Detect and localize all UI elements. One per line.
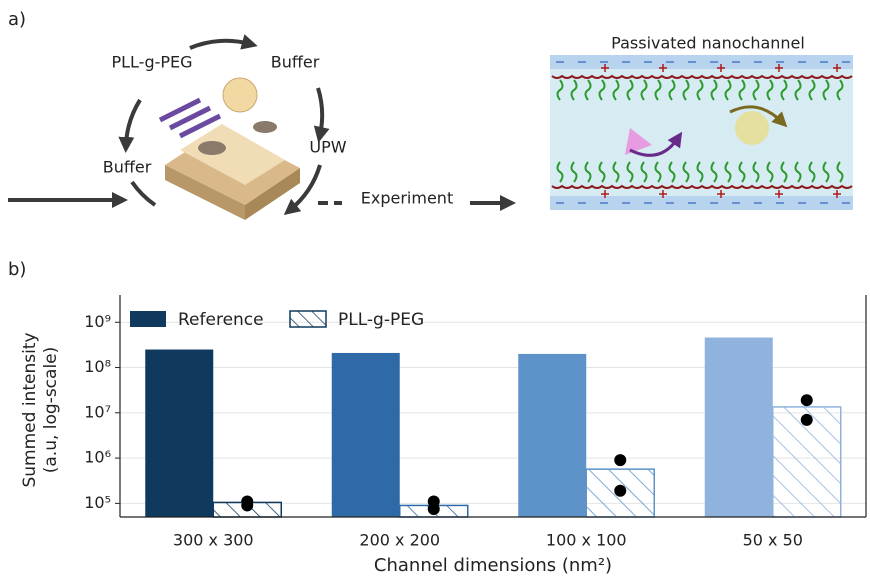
bar: [518, 354, 586, 517]
upw-label: UPW: [309, 138, 346, 157]
y-tick-label: 10⁷: [84, 402, 111, 421]
replicate-point: [801, 414, 813, 426]
figure: a) PLL-g-PEG Buffer Buffer UPW Experimen…: [0, 0, 870, 578]
legend-label: Reference: [178, 310, 264, 330]
replicate-point: [801, 394, 813, 406]
buffer-label: Buffer: [271, 53, 320, 72]
legend-swatch: [130, 311, 166, 327]
pll-label: PLL-g-PEG: [111, 53, 192, 72]
x-tick-label: 300 x 300: [173, 531, 254, 550]
bar: [705, 338, 773, 517]
y-axis-label: (a.u, log-scale): [41, 347, 61, 474]
replicate-point: [428, 503, 440, 515]
nanochannel: [550, 55, 853, 210]
x-tick-label: 100 x 100: [546, 531, 627, 550]
experiment-label: Experiment: [361, 189, 453, 208]
y-axis-label: Summed intensity: [20, 332, 40, 487]
bar: [332, 353, 400, 517]
replicate-point: [241, 499, 253, 511]
y-tick-label: 10⁹: [84, 312, 111, 331]
bar: [145, 350, 213, 517]
y-tick-label: 10⁸: [84, 357, 111, 376]
panel-label: b): [8, 259, 26, 280]
replicate-point: [614, 454, 626, 466]
y-tick-label: 10⁵: [84, 493, 111, 512]
device: [160, 78, 300, 220]
x-tick-label: 200 x 200: [359, 531, 440, 550]
panel-label: a): [8, 9, 26, 30]
buffer-label: Buffer: [103, 158, 152, 177]
channel-title: Passivated nanochannel: [611, 34, 805, 53]
legend-label: PLL-g-PEG: [338, 310, 424, 330]
replicate-point: [614, 485, 626, 497]
y-tick-label: 10⁶: [84, 448, 111, 467]
x-tick-label: 50 x 50: [743, 531, 803, 550]
legend-swatch: [290, 311, 326, 327]
x-axis-label: Channel dimensions (nm²): [374, 555, 612, 576]
